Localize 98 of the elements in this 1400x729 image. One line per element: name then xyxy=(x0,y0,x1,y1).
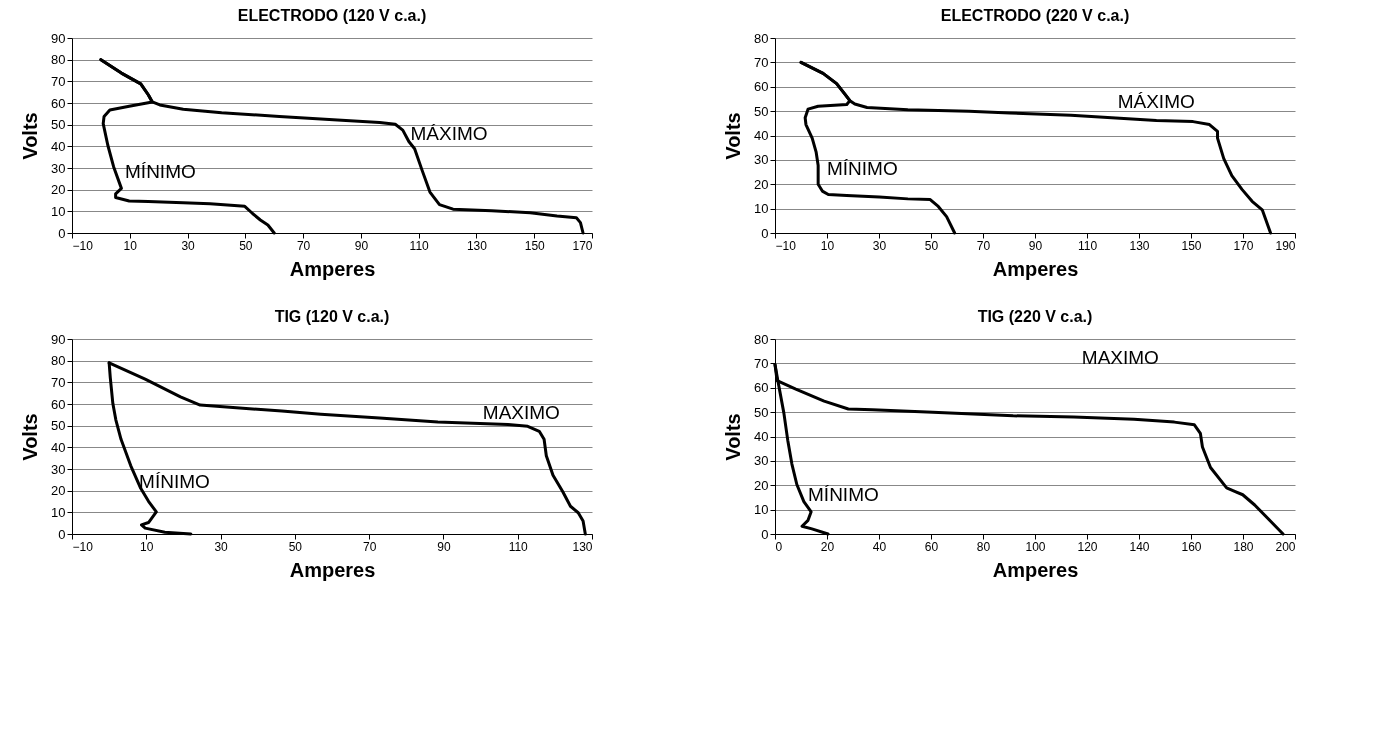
y-tick-label: 40 xyxy=(754,429,769,444)
y-tick-label: 60 xyxy=(51,95,66,111)
x-axis-title: Amperes xyxy=(992,257,1079,280)
y-tick-label: 60 xyxy=(754,380,769,396)
x-tick-label: 50 xyxy=(288,539,303,554)
y-tick-label: 50 xyxy=(754,404,769,420)
x-tick-label: 120 xyxy=(1077,539,1098,554)
x-tick-label: 70 xyxy=(362,539,377,554)
x-tick-label: 90 xyxy=(437,539,451,554)
series-label: MÁXIMO xyxy=(410,122,488,144)
x-tick-label: 10 xyxy=(820,238,835,253)
y-tick-label: 30 xyxy=(51,160,66,176)
y-tick-label: 80 xyxy=(754,331,769,347)
y-tick-label: 10 xyxy=(51,504,66,520)
y-axis-title: Volts xyxy=(722,112,745,160)
y-tick-label: 30 xyxy=(754,453,769,469)
x-tick-label: 130 xyxy=(466,238,488,253)
x-axis-title: Amperes xyxy=(992,558,1079,581)
x-tick-label: 170 xyxy=(1233,238,1254,253)
x-tick-label: 60 xyxy=(924,539,939,554)
y-tick-label: 10 xyxy=(754,201,769,217)
x-tick-label: 110 xyxy=(1077,238,1098,253)
x-tick-label: 90 xyxy=(354,238,369,253)
text: MAXIMO xyxy=(1081,346,1159,368)
x-tick-label: 140 xyxy=(1129,539,1150,554)
y-tick-label: 80 xyxy=(754,30,769,46)
y-tick-label: 0 xyxy=(761,225,769,241)
x-tick-label: 90 xyxy=(1028,238,1043,253)
y-tick-label: 80 xyxy=(51,353,66,369)
x-tick-label: 150 xyxy=(524,238,546,253)
x-axis-title: Amperes xyxy=(289,257,376,280)
x-tick-label: 30 xyxy=(181,238,196,253)
chart-title: ELECTRODO (220 V c.a.) xyxy=(940,7,1130,24)
y-tick-label: 20 xyxy=(51,182,66,198)
x-tick-label: 80 xyxy=(976,539,991,554)
y-tick-label: 50 xyxy=(51,418,66,434)
series-label: MÍNIMO xyxy=(827,157,898,179)
series-label: MÍNIMO xyxy=(139,470,210,492)
x-tick-label: 200 xyxy=(1275,539,1296,554)
y-tick-label: 90 xyxy=(51,331,66,347)
y-tick-label: 0 xyxy=(58,526,66,542)
y-tick-label: 70 xyxy=(754,54,769,70)
series-label: MÍNIMO xyxy=(125,161,196,183)
x-tick-label: 130 xyxy=(572,539,593,554)
x-tick-label: 180 xyxy=(1233,539,1254,554)
x-tick-label: 160 xyxy=(1181,539,1202,554)
x-tick-label: 150 xyxy=(1181,238,1202,253)
x-tick-label: 30 xyxy=(214,539,229,554)
y-tick-label: 50 xyxy=(754,103,769,119)
y-tick-label: 70 xyxy=(51,374,66,390)
y-tick-label: 20 xyxy=(754,176,769,192)
x-tick-label: 110 xyxy=(508,539,529,554)
x-tick-label: 170 xyxy=(572,238,593,253)
y-tick-label: 10 xyxy=(51,203,66,219)
y-tick-label: 40 xyxy=(51,439,66,455)
x-tick-label: 10 xyxy=(140,539,154,554)
x-tick-label: 40 xyxy=(872,539,887,554)
y-axis-title: Volts xyxy=(19,112,42,160)
x-tick-label: 70 xyxy=(976,238,991,253)
y-tick-label: 10 xyxy=(754,502,769,518)
x-tick-label: 0 xyxy=(775,539,783,554)
x-tick-label: 50 xyxy=(924,238,939,253)
x-tick-label: 20 xyxy=(820,539,835,554)
y-tick-label: 0 xyxy=(58,225,66,241)
y-axis-title: Volts xyxy=(19,413,42,461)
chart-title: ELECTRODO (120 V c.a.) xyxy=(237,7,427,24)
y-tick-label: 70 xyxy=(754,355,769,371)
x-tick-label: 100 xyxy=(1025,539,1046,554)
y-tick-label: 20 xyxy=(754,477,769,493)
x-tick-label: −10 xyxy=(72,539,94,554)
y-tick-label: 30 xyxy=(51,461,66,477)
y-tick-label: 90 xyxy=(51,30,66,46)
y-tick-label: 30 xyxy=(754,152,769,168)
series-label: MÍNIMO xyxy=(808,484,879,506)
y-tick-label: 20 xyxy=(51,483,66,499)
x-tick-label: −10 xyxy=(72,238,94,253)
chart-title: TIG (220 V c.a.) xyxy=(977,308,1093,325)
y-tick-label: 60 xyxy=(754,79,769,95)
x-tick-label: 130 xyxy=(1129,238,1150,253)
y-tick-label: 80 xyxy=(51,52,66,68)
x-tick-label: −10 xyxy=(775,238,797,253)
chart-title: TIG (120 V c.a.) xyxy=(274,308,390,325)
y-tick-label: 50 xyxy=(51,117,66,133)
y-tick-label: 60 xyxy=(51,396,66,412)
x-tick-label: 110 xyxy=(409,238,430,253)
series-label: MAXIMO xyxy=(482,401,560,423)
y-tick-label: 40 xyxy=(51,138,66,154)
y-tick-label: 70 xyxy=(51,73,66,89)
x-tick-label: 190 xyxy=(1275,238,1296,253)
series-label: MÁXIMO xyxy=(1117,91,1195,113)
x-tick-label: 70 xyxy=(296,238,311,253)
x-tick-label: 10 xyxy=(123,238,138,253)
x-tick-label: 50 xyxy=(239,238,253,253)
y-tick-label: 0 xyxy=(761,526,769,542)
x-tick-label: 30 xyxy=(872,238,887,253)
y-tick-label: 40 xyxy=(754,128,769,143)
y-axis-title: Volts xyxy=(722,413,745,461)
x-axis-title: Amperes xyxy=(289,558,376,581)
